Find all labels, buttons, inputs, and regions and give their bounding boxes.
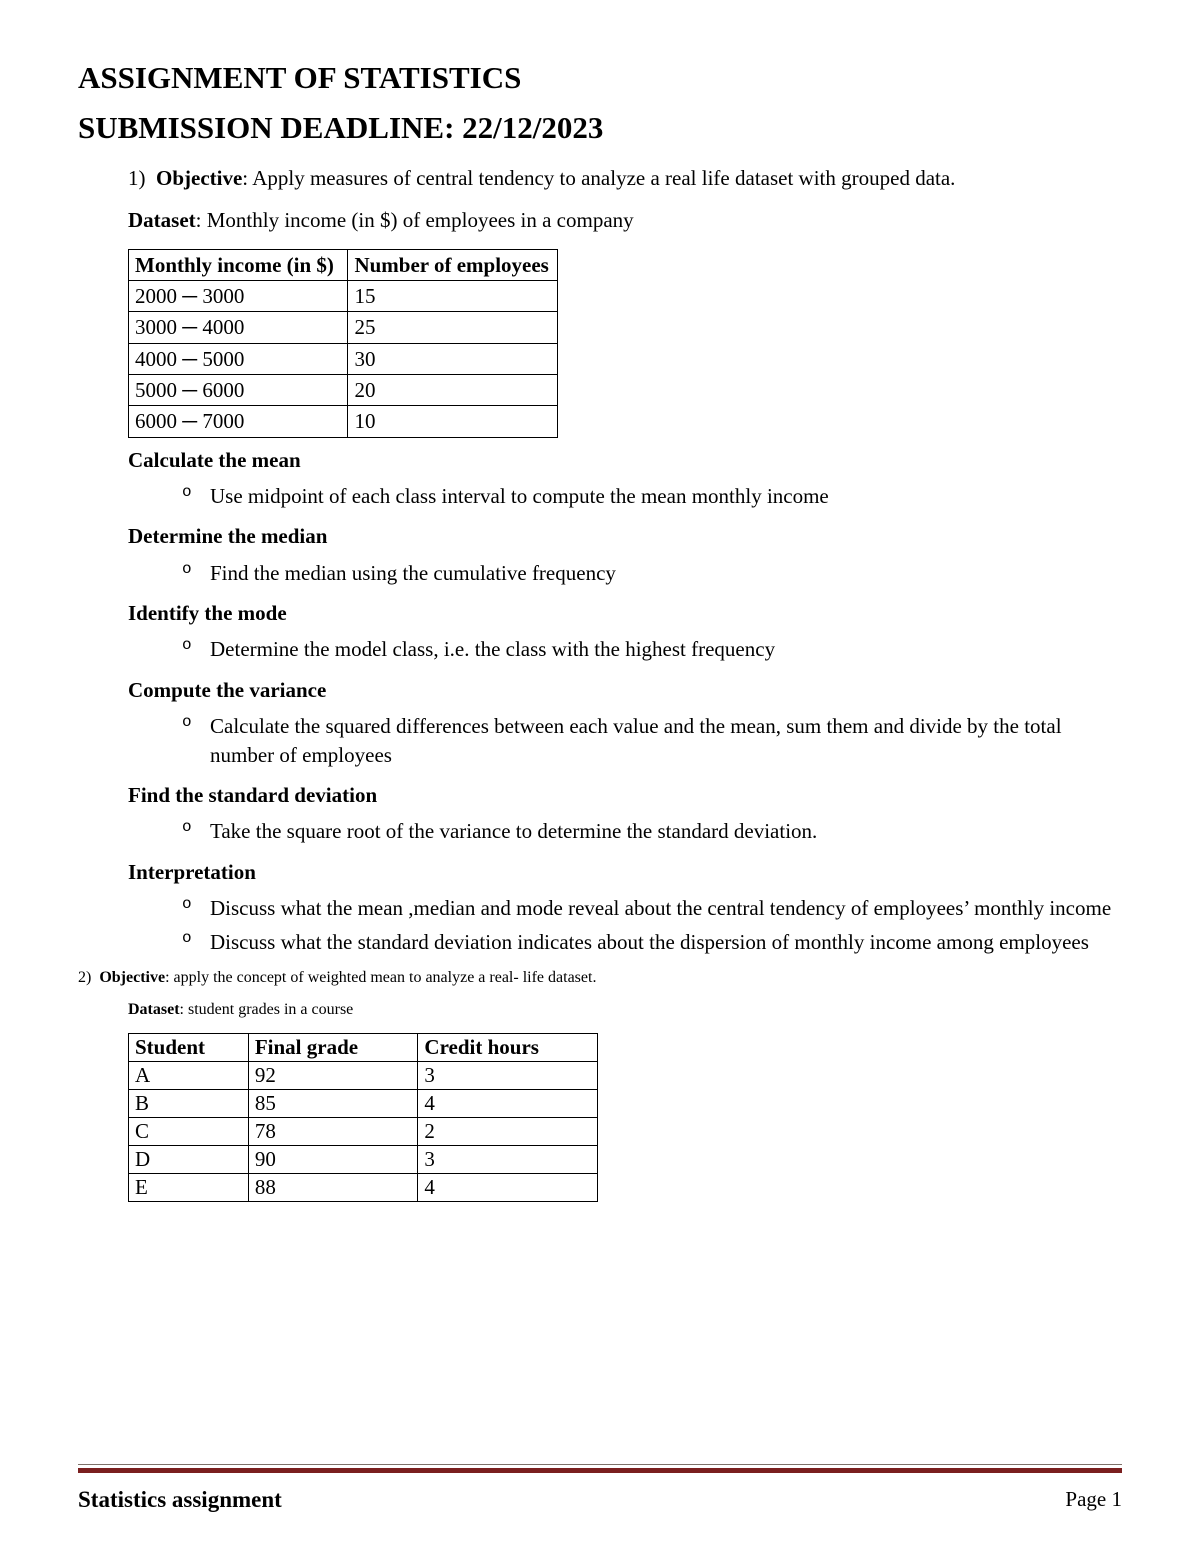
footer-page: Page 1 [1065, 1487, 1122, 1513]
q2-dataset: Dataset: student grades in a course [128, 1001, 1122, 1019]
q2-obj-label: Objective [99, 969, 165, 986]
list-item: Discuss what the mean ,median and mode r… [182, 894, 1122, 922]
q1-obj-text: : Apply measures of central tendency to … [242, 166, 955, 190]
list-item: Use midpoint of each class interval to c… [182, 482, 1122, 510]
section-heading: Find the standard deviation [128, 781, 1122, 809]
table-row: B854 [129, 1089, 598, 1117]
q1-ds-text: : Monthly income (in $) of employees in … [196, 208, 634, 232]
q1-obj-label: Objective [156, 166, 242, 190]
list-item: Take the square root of the variance to … [182, 817, 1122, 845]
q2-ds-label: Dataset [128, 1001, 180, 1018]
section-heading: Compute the variance [128, 676, 1122, 704]
section-heading: Calculate the mean [128, 446, 1122, 474]
doc-deadline: SUBMISSION DEADLINE: 22/12/2023 [78, 110, 1122, 146]
section-heading: Identify the mode [128, 599, 1122, 627]
list-item: Calculate the squared differences betwee… [182, 712, 1122, 769]
list-item: Find the median using the cumulative fre… [182, 559, 1122, 587]
list-item: Determine the model class, i.e. the clas… [182, 635, 1122, 663]
table-row: E884 [129, 1173, 598, 1201]
table-row: 3000 ─ 400025 [129, 312, 558, 343]
table-row: A923 [129, 1061, 598, 1089]
col-credit: Credit hours [418, 1033, 598, 1061]
table-header-row: Student Final grade Credit hours [129, 1033, 598, 1061]
q2-ds-text: : student grades in a course [180, 1001, 354, 1018]
section-list: Take the square root of the variance to … [128, 817, 1122, 845]
col-grade: Final grade [248, 1033, 418, 1061]
col-employees: Number of employees [348, 249, 558, 280]
q1-number: 1) [128, 166, 146, 190]
q2-number: 2) [78, 969, 91, 986]
table-row: 4000 ─ 500030 [129, 343, 558, 374]
section-heading: Interpretation [128, 858, 1122, 886]
col-student: Student [129, 1033, 249, 1061]
section-list: Calculate the squared differences betwee… [128, 712, 1122, 769]
income-table: Monthly income (in $) Number of employee… [128, 249, 558, 438]
table-row: 5000 ─ 600020 [129, 375, 558, 406]
list-item: Discuss what the standard deviation indi… [182, 928, 1122, 956]
q1-objective: 1) Objective: Apply measures of central … [128, 164, 1122, 192]
table-row: D903 [129, 1145, 598, 1173]
table-header-row: Monthly income (in $) Number of employee… [129, 249, 558, 280]
section-heading: Determine the median [128, 522, 1122, 550]
footer-rule-thin [78, 1464, 1122, 1465]
section-list: Discuss what the mean ,median and mode r… [128, 894, 1122, 957]
table-row: C782 [129, 1117, 598, 1145]
page-footer: Statistics assignment Page 1 [78, 1464, 1122, 1513]
table-row: 2000 ─ 300015 [129, 281, 558, 312]
question-1: 1) Objective: Apply measures of central … [78, 164, 1122, 957]
section-list: Determine the model class, i.e. the clas… [128, 635, 1122, 663]
q1-ds-label: Dataset [128, 208, 196, 232]
footer-title: Statistics assignment [78, 1487, 282, 1513]
q1-dataset: Dataset: Monthly income (in $) of employ… [128, 206, 1122, 234]
grades-table: Student Final grade Credit hours A923 B8… [128, 1033, 598, 1202]
q2-objective: 2) Objective: apply the concept of weigh… [78, 969, 1122, 987]
question-2: 2) Objective: apply the concept of weigh… [78, 969, 1122, 1202]
q2-obj-text: : apply the concept of weighted mean to … [165, 969, 596, 986]
footer-rule-thick [78, 1468, 1122, 1473]
section-list: Use midpoint of each class interval to c… [128, 482, 1122, 510]
col-income: Monthly income (in $) [129, 249, 348, 280]
section-list: Find the median using the cumulative fre… [128, 559, 1122, 587]
table-row: 6000 ─ 700010 [129, 406, 558, 437]
doc-title: ASSIGNMENT OF STATISTICS [78, 60, 1122, 96]
